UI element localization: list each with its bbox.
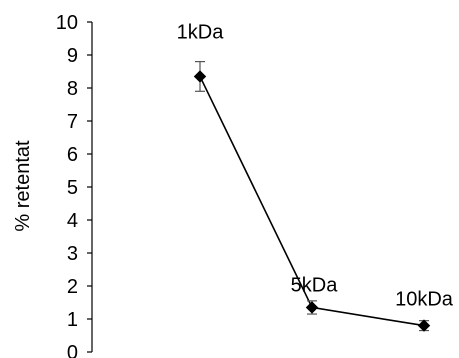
marker-1kDa	[193, 70, 207, 83]
data-markers	[193, 70, 431, 332]
data-label-1kDa: 1kDa	[177, 21, 225, 43]
y-tick-label-7: 7	[67, 111, 78, 133]
data-labels: 1kDa 5kDa 10kDa	[177, 21, 454, 310]
marker-5kDa	[305, 301, 319, 314]
y-tick-label-0: 0	[67, 342, 78, 358]
y-tick-label-5: 5	[67, 177, 78, 199]
data-label-5kDa: 5kDa	[291, 274, 339, 296]
y-tick-labels: 0 1 2 3 4 5 6 7 8 9 10	[56, 12, 78, 358]
y-tick-label-10: 10	[56, 12, 78, 34]
y-ticks	[87, 21, 92, 353]
y-tick-label-4: 4	[67, 210, 78, 232]
y-tick-label-6: 6	[67, 144, 78, 166]
y-tick-label-2: 2	[67, 276, 78, 298]
y-tick-label-3: 3	[67, 243, 78, 265]
y-axis-title: % retentat	[12, 140, 34, 232]
y-tick-label-1: 1	[67, 309, 78, 331]
y-tick-label-8: 8	[67, 78, 78, 100]
marker-10kDa	[417, 319, 431, 332]
y-tick-label-9: 9	[67, 45, 78, 67]
data-label-10kDa: 10kDa	[395, 289, 454, 311]
